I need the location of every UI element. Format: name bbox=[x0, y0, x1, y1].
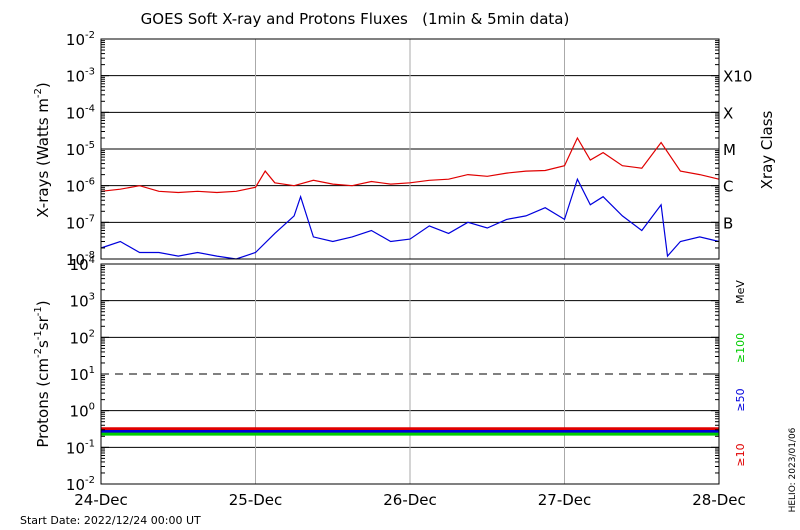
xray-y-tick-label: 10-4 bbox=[66, 103, 95, 122]
proton-legend-entry: ≥100 bbox=[734, 333, 747, 363]
x-tick-label: 28-Dec bbox=[692, 491, 746, 509]
x-tick-label: 26-Dec bbox=[383, 491, 437, 509]
proton-y-tick-label: 102 bbox=[70, 328, 95, 347]
chart-title: GOES Soft X-ray and Protons Fluxes (1min… bbox=[141, 10, 570, 28]
xray-y-tick-label: 10-3 bbox=[66, 67, 95, 86]
xray-y-tick-label: 10-6 bbox=[66, 177, 95, 196]
xray-series-line-1 bbox=[100, 177, 720, 260]
x-tick-label: 25-Dec bbox=[229, 491, 283, 509]
proton-unit-label: MeV bbox=[734, 280, 747, 304]
proton-y-tick-label: 103 bbox=[70, 292, 95, 311]
xray-y-tick-label: 10-7 bbox=[66, 213, 95, 232]
xray-class-label: X bbox=[723, 104, 733, 122]
proton-legend-entry: ≥50 bbox=[734, 388, 747, 411]
start-date-label: Start Date: 2022/12/24 00:00 UT bbox=[20, 514, 201, 527]
xray-class-axis-label: Xray Class bbox=[758, 110, 776, 189]
proton-panel: 10-2 10-1 100 101 102 103 104 Protons (cm-2s-1… bbox=[33, 255, 747, 494]
xray-class-label: B bbox=[723, 214, 733, 232]
footer-label: HELIO: 2023/01/06 bbox=[788, 427, 798, 512]
x-tick-label: 27-Dec bbox=[538, 491, 592, 509]
xray-y-tick-label: 10-8 bbox=[66, 250, 95, 269]
xray-y-tick-label: 10-5 bbox=[66, 140, 95, 159]
proton-y-tick-label: 104 bbox=[70, 255, 95, 274]
xray-y-axis-label: X-rays (Watts m-2) bbox=[33, 82, 52, 217]
proton-y-tick-label: 100 bbox=[70, 402, 95, 421]
xray-class-label: C bbox=[723, 178, 733, 196]
xray-series-line-0 bbox=[100, 136, 720, 194]
proton-y-axis-label: Protons (cm-2s-1sr-1) bbox=[33, 300, 52, 447]
xray-y-tick-label: 10-2 bbox=[66, 30, 95, 49]
proton-y-tick-label: 10-1 bbox=[66, 438, 95, 457]
proton-y-tick-label: 101 bbox=[70, 365, 95, 384]
xray-class-label: M bbox=[723, 141, 736, 159]
proton-y-tick-label: 10-2 bbox=[66, 475, 95, 494]
x-tick-label: 24-Dec bbox=[74, 491, 128, 509]
xray-panel: 10-8 10-7 10-6 10-5 10-4 10-3 10-2 BC M X X10 Xra… bbox=[33, 30, 776, 269]
proton-legend-entry: ≥10 bbox=[734, 443, 747, 466]
xray-class-label: X10 bbox=[723, 68, 752, 86]
